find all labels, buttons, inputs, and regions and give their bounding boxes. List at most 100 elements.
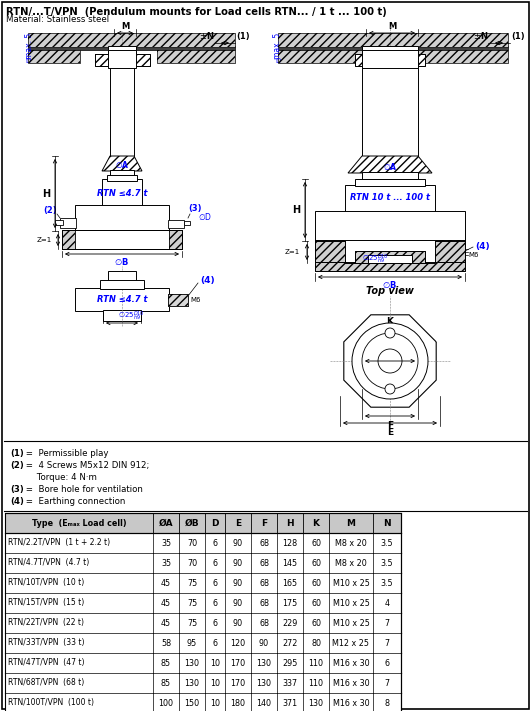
Text: 45: 45 (161, 619, 171, 628)
Text: Material: Stainless steel: Material: Stainless steel (6, 15, 109, 24)
Text: RTN/...T/VPN  (Pendulum mounts for Load cells RTN... / 1 t ... 100 t): RTN/...T/VPN (Pendulum mounts for Load c… (6, 7, 387, 17)
Text: 6: 6 (212, 559, 218, 567)
Bar (362, 50, 418, 68)
Bar (169, 230, 182, 249)
Text: 90: 90 (233, 579, 243, 587)
Text: 4: 4 (384, 599, 390, 607)
Text: 130: 130 (184, 678, 200, 688)
Text: 130: 130 (184, 658, 200, 668)
Text: 60: 60 (311, 599, 321, 607)
Text: RTN/68T/VPN  (68 t): RTN/68T/VPN (68 t) (8, 678, 84, 688)
Text: 90: 90 (233, 538, 243, 547)
Text: RTN ≤4.7 t: RTN ≤4.7 t (97, 296, 147, 304)
Text: M: M (347, 518, 355, 528)
Bar (278, 50, 362, 63)
Bar (55, 220, 63, 225)
Bar (355, 54, 425, 66)
Text: M12 x 25: M12 x 25 (332, 638, 370, 648)
Bar (95, 54, 150, 66)
Text: 70: 70 (187, 538, 197, 547)
Bar (107, 175, 137, 181)
Text: 3.5: 3.5 (381, 538, 393, 547)
Bar (368, 255, 412, 263)
Text: 7: 7 (384, 619, 390, 628)
Bar (362, 46, 418, 56)
Bar (157, 50, 235, 63)
Text: (2): (2) (10, 461, 24, 470)
Text: $\pm$N: $\pm$N (199, 30, 214, 41)
Bar (5, 693, 401, 711)
Text: 130: 130 (256, 678, 271, 688)
Bar (62, 230, 75, 249)
Bar (278, 33, 508, 47)
Bar (28, 46, 235, 50)
Text: E: E (387, 428, 393, 437)
Bar (169, 230, 182, 249)
Bar (110, 170, 134, 176)
Bar (362, 172, 418, 179)
Text: 68: 68 (259, 619, 269, 628)
Text: M16 x 30: M16 x 30 (333, 658, 370, 668)
Bar (355, 251, 425, 263)
Text: 75: 75 (187, 599, 197, 607)
Circle shape (385, 328, 395, 338)
Text: 110: 110 (309, 678, 323, 688)
Text: 165: 165 (282, 579, 297, 587)
Text: H: H (286, 518, 294, 528)
Bar (62, 230, 182, 249)
Text: =  Bore hole for ventilation: = Bore hole for ventilation (23, 485, 143, 494)
Text: E: E (235, 518, 241, 528)
Text: 3.5: 3.5 (381, 579, 393, 587)
Text: RTN 10 t ... 100 t: RTN 10 t ... 100 t (350, 193, 430, 203)
Bar (315, 262, 465, 271)
Text: RTN/100T/VPN  (100 t): RTN/100T/VPN (100 t) (8, 698, 94, 707)
Text: 130: 130 (309, 698, 323, 707)
Text: ØB: ØB (185, 518, 199, 528)
Text: $\varnothing$A: $\varnothing$A (383, 161, 397, 171)
Text: 58: 58 (161, 638, 171, 648)
Text: M6: M6 (190, 297, 201, 303)
Text: 180: 180 (230, 698, 245, 707)
Text: 6: 6 (212, 619, 218, 628)
Text: 3.5: 3.5 (381, 559, 393, 567)
Text: 35: 35 (161, 559, 171, 567)
Bar (75, 288, 169, 311)
Bar (5, 633, 401, 653)
Bar (5, 653, 401, 673)
Bar (110, 66, 134, 156)
Text: =  Earthing connection: = Earthing connection (23, 497, 125, 506)
Text: M: M (121, 22, 129, 31)
Bar (168, 294, 188, 306)
Bar (418, 50, 508, 63)
Text: 68: 68 (259, 538, 269, 547)
Text: $\varnothing$D: $\varnothing$D (198, 210, 212, 222)
Text: M10 x 25: M10 x 25 (332, 579, 370, 587)
Text: M: M (388, 22, 396, 31)
Text: RTN/10T/VPN  (10 t): RTN/10T/VPN (10 t) (8, 579, 84, 587)
Bar (95, 54, 150, 66)
Bar (5, 513, 401, 533)
Text: 68: 68 (259, 579, 269, 587)
Bar (315, 240, 465, 263)
Text: 6: 6 (212, 638, 218, 648)
Text: 10: 10 (210, 658, 220, 668)
Bar (168, 294, 188, 306)
Text: 68: 68 (259, 599, 269, 607)
Text: Z=1: Z=1 (37, 237, 52, 243)
Bar (108, 46, 136, 56)
Text: RTN/22T/VPN  (22 t): RTN/22T/VPN (22 t) (8, 619, 84, 628)
Bar (345, 185, 435, 213)
Bar (315, 240, 465, 263)
Text: D: D (276, 58, 280, 64)
Text: (1): (1) (511, 32, 525, 41)
Text: 70: 70 (187, 559, 197, 567)
Text: 90: 90 (233, 619, 243, 628)
Bar (184, 221, 190, 225)
Text: 272: 272 (282, 638, 298, 648)
Bar (315, 262, 465, 271)
Text: D: D (25, 58, 31, 64)
Text: 8: 8 (384, 698, 390, 707)
Bar (95, 54, 150, 66)
Text: 45: 45 (161, 599, 171, 607)
Text: 145: 145 (282, 559, 297, 567)
